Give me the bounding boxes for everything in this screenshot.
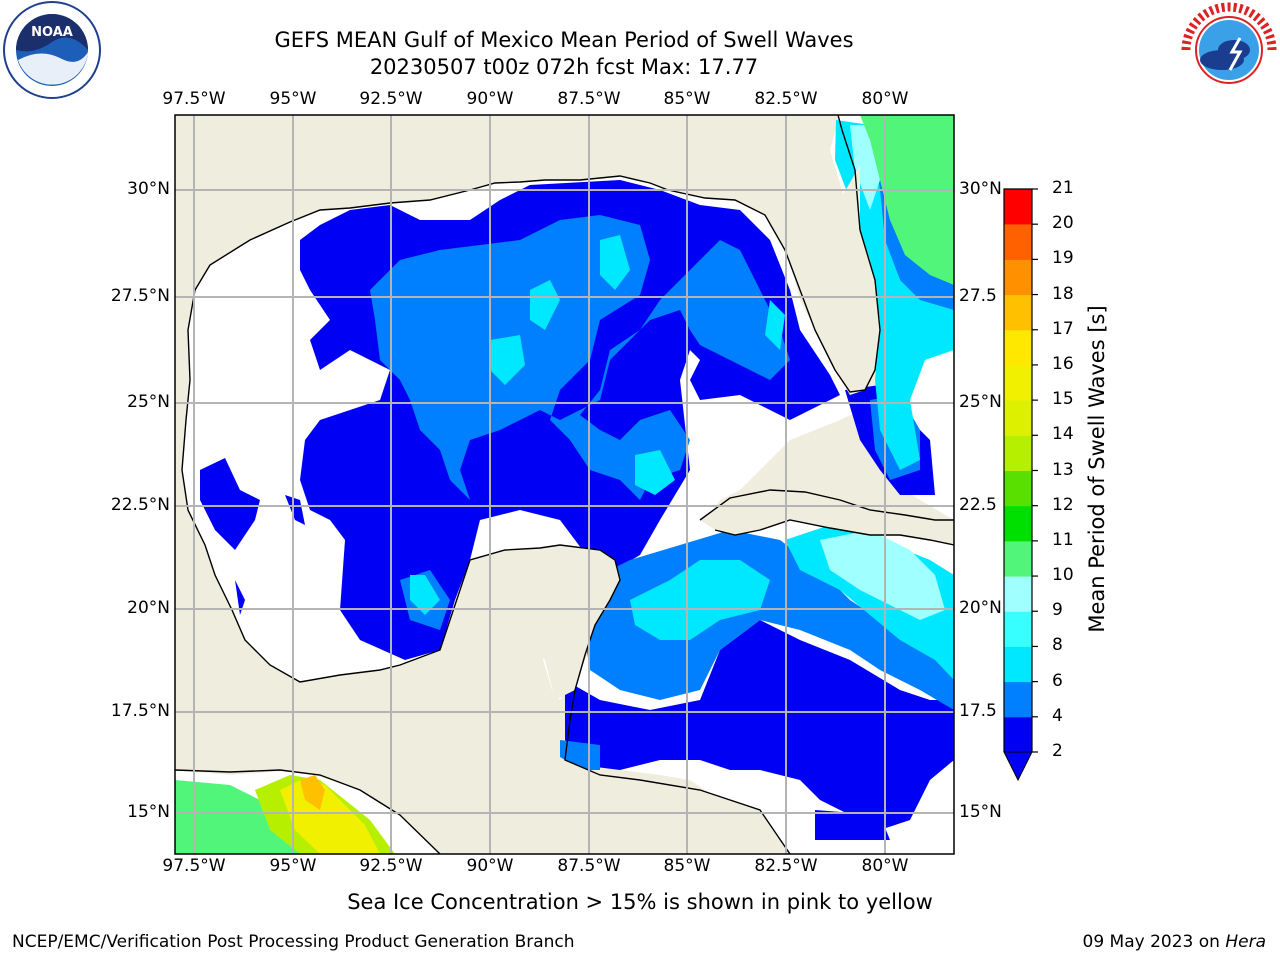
colorbar-tick-label: 6 [1052, 670, 1063, 691]
footer-host: Hera [1225, 932, 1266, 952]
swell-high-fill [255, 775, 395, 854]
colorbar [1003, 188, 1038, 782]
footer-credit: NCEP/EMC/Verification Post Processing Pr… [12, 932, 575, 952]
lon-label-bottom: 97.5°W [162, 856, 226, 876]
colorbar-segment [1004, 400, 1032, 436]
colorbar-segment [1004, 329, 1032, 366]
lat-label-left: 22.5°N [110, 495, 170, 515]
florida-land [760, 165, 880, 395]
lat-label-right: 15°N [959, 802, 1002, 822]
svg-text:NOAA: NOAA [31, 25, 73, 40]
lon-label-bottom: 95°W [269, 856, 317, 876]
chart-title: GEFS MEAN Gulf of Mexico Mean Period of … [274, 28, 854, 52]
colorbar-title: Mean Period of Swell Waves [s] [1085, 305, 1109, 633]
colorbar-segment [1004, 716, 1032, 753]
colorbar-segment [1004, 364, 1032, 401]
colorbar-tick-label: 18 [1052, 283, 1074, 304]
footer-date: 09 May 2023 on Hera [1083, 932, 1267, 952]
lat-label-left: 15°N [127, 802, 170, 822]
nws-logo-icon [1181, 2, 1277, 98]
lon-label-bottom: 82.5°W [754, 856, 818, 876]
noaa-logo-icon: NOAA [3, 1, 101, 99]
lon-label-bottom: 87.5°W [557, 856, 621, 876]
colorbar-segment [1004, 224, 1032, 260]
footer-date-text: 09 May 2023 on [1082, 932, 1226, 952]
colorbar-tick-label: 11 [1052, 529, 1074, 550]
lon-label-top: 87.5°W [557, 89, 621, 109]
colorbar-under-extension [1003, 751, 1033, 782]
colorbar-tick-label: 10 [1052, 565, 1074, 586]
lon-label-top: 97.5°W [162, 89, 226, 109]
lat-label-right: 27.5 [959, 286, 997, 306]
lon-label-top: 95°W [269, 89, 317, 109]
colorbar-tick-label: 16 [1052, 353, 1074, 374]
map-panel [175, 115, 954, 854]
lat-label-left: 27.5°N [110, 286, 170, 306]
colorbar-tick-label: 21 [1052, 178, 1074, 198]
lon-label-top: 85°W [663, 89, 711, 109]
colorbar-tick-label: 8 [1052, 635, 1063, 656]
colorbar-segment [1004, 470, 1032, 507]
lon-label-top: 90°W [466, 89, 514, 109]
colorbar-segment [1004, 505, 1032, 542]
colorbar-tick-label: 2 [1052, 741, 1063, 761]
lon-label-bottom: 80°W [861, 856, 909, 876]
lon-label-top: 80°W [861, 89, 909, 109]
colorbar-tick-label: 19 [1052, 248, 1074, 269]
lat-label-left: 20°N [127, 598, 170, 618]
colorbar-tick-label: 14 [1052, 424, 1074, 445]
chart-subtitle: 20230507 t00z 072h fcst Max: 17.77 [369, 55, 759, 79]
colorbar-segment [1004, 259, 1032, 296]
colorbar-segment [1004, 576, 1032, 612]
colorbar-tick-label: 15 [1052, 389, 1074, 410]
colorbar-segment [1004, 611, 1032, 647]
sea-ice-caption: Sea Ice Concentration > 15% is shown in … [347, 890, 933, 914]
lon-label-bottom: 90°W [466, 856, 514, 876]
colorbar-segment [1004, 646, 1032, 683]
colorbar-segment [1004, 540, 1032, 577]
colorbar-tick-label: 4 [1052, 705, 1063, 726]
lon-label-bottom: 85°W [663, 856, 711, 876]
lat-label-left: 17.5°N [110, 701, 170, 721]
cuba-land [700, 490, 954, 545]
lat-label-left: 30°N [127, 179, 170, 199]
colorbar-tick-label: 9 [1052, 600, 1063, 621]
lon-label-bottom: 92.5°W [359, 856, 423, 876]
lat-label-right: 30°N [959, 179, 1002, 199]
colorbar-segment [1004, 681, 1032, 718]
colorbar-tick-label: 20 [1052, 213, 1074, 234]
colorbar-tick-label: 12 [1052, 494, 1074, 515]
gridlines [175, 115, 954, 854]
lat-label-right: 22.5 [959, 495, 997, 515]
lon-label-top: 92.5°W [359, 89, 423, 109]
map-frame [174, 114, 955, 855]
colorbar-segment [1004, 189, 1032, 225]
lat-label-right: 17.5 [959, 701, 997, 721]
colorbar-segment [1004, 294, 1032, 331]
lon-label-top: 82.5°W [754, 89, 818, 109]
lat-label-left: 25°N [127, 392, 170, 412]
colorbar-tick-label: 13 [1052, 459, 1074, 480]
colorbar-segment [1004, 435, 1032, 471]
lat-label-right: 20°N [959, 598, 1002, 618]
colorbar-tick-label: 17 [1052, 318, 1074, 339]
lat-label-right: 25°N [959, 392, 1002, 412]
